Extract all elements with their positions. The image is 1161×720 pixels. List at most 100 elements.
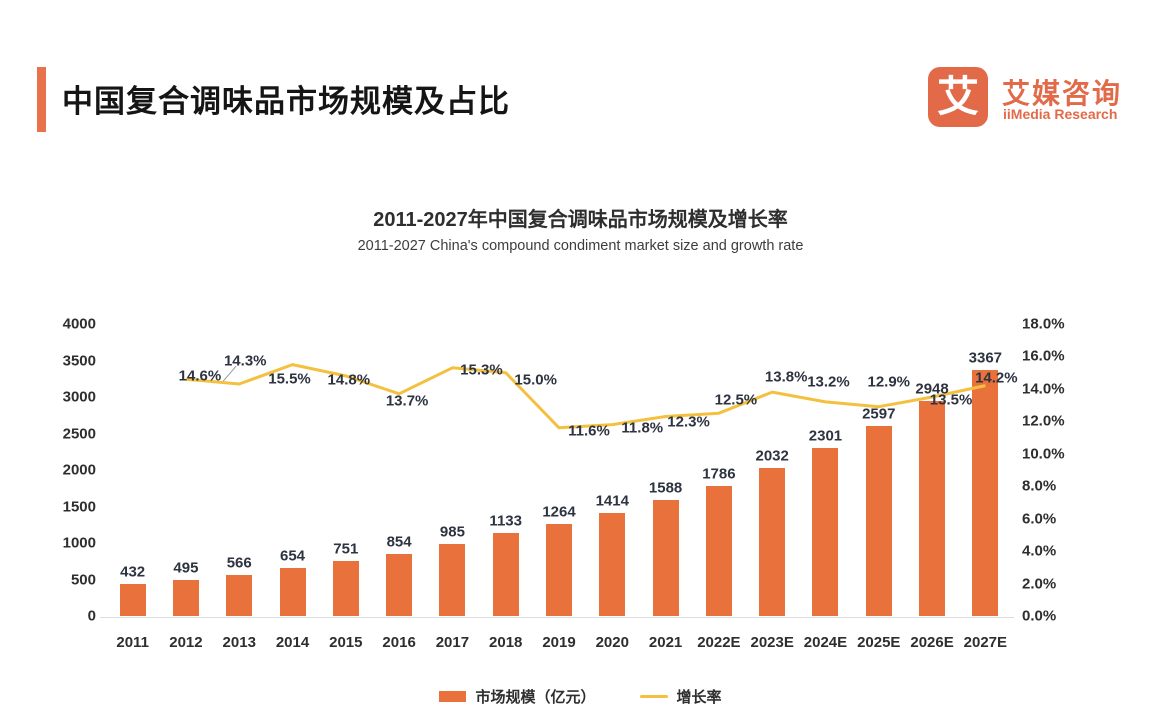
x-axis-tick: 2024E [803, 634, 848, 651]
market-size-bar [386, 553, 413, 616]
market-size-bar [652, 500, 679, 616]
legend-label-growth-rate: 增长率 [676, 689, 722, 706]
bar-value-label: 495 [173, 559, 199, 577]
chart-subtitle: 2011-2027 China's compound condiment mar… [357, 238, 804, 254]
market-size-bar [865, 426, 892, 616]
x-axis-tick: 2017 [435, 634, 470, 651]
logo-glyph: 艾 [936, 73, 979, 120]
legend-item-market-size: 市场规模（亿元） [439, 686, 596, 707]
market-size-bar [705, 485, 732, 616]
market-size-bar [439, 544, 466, 616]
market-size-bar [599, 512, 626, 616]
y-axis-left-tick: 2500 [62, 425, 96, 442]
growth-rate-label: 14.3% [223, 352, 267, 370]
y-axis-right-tick: 10.0% [1022, 445, 1065, 463]
legend-label-market-size: 市场规模（亿元） [475, 689, 596, 706]
growth-rate-label: 13.8% [764, 368, 808, 386]
market-size-bar [226, 574, 253, 616]
y-axis-left-tick: 1000 [62, 534, 96, 552]
y-axis-right-tick: 14.0% [1022, 380, 1065, 398]
y-axis-left-tick: 1500 [62, 498, 96, 515]
chart-title: 2011-2027年中国复合调味品市场规模及增长率 [373, 209, 788, 231]
bar-value-label: 854 [386, 533, 412, 551]
y-axis-right-tick: 12.0% [1022, 412, 1065, 430]
bar-value-label: 1588 [648, 479, 683, 497]
x-axis-tick: 2022E [697, 634, 741, 651]
bar-value-label: 985 [439, 523, 465, 541]
y-axis-right-tick: 16.0% [1022, 347, 1065, 365]
growth-rate-label: 13.5% [929, 391, 973, 409]
y-axis-left-tick: 3500 [62, 352, 96, 369]
market-size-bar [919, 400, 946, 616]
market-size-bar [759, 467, 786, 616]
x-axis-tick: 2027E [963, 634, 1008, 651]
x-axis-line [100, 617, 1014, 618]
bar-value-label: 2032 [755, 447, 789, 465]
growth-rate-label: 11.8% [621, 419, 664, 437]
bar-value-label: 2597 [862, 405, 896, 423]
chart-legend: 市场规模（亿元） 增长率 [0, 686, 1161, 707]
bar-value-label: 566 [226, 554, 252, 572]
growth-rate-label: 14.6% [178, 367, 222, 385]
growth-rate-line [185, 363, 986, 430]
y-axis-right-tick: 4.0% [1022, 542, 1057, 560]
bar-value-label: 654 [280, 547, 306, 565]
market-size-bar [812, 448, 839, 616]
bar-value-label: 1133 [489, 512, 522, 530]
market-size-bar [279, 568, 306, 616]
bar-value-label: 1264 [542, 503, 576, 521]
y-axis-left-tick: 4000 [62, 315, 96, 333]
market-size-bar [119, 584, 146, 616]
growth-rate-label: 12.5% [714, 391, 758, 409]
logo-name-cn: 艾媒咨询 [1002, 78, 1123, 109]
bar-value-label: 2301 [808, 427, 843, 445]
x-axis-tick: 2019 [542, 634, 576, 651]
bar-value-label: 1414 [595, 492, 629, 510]
y-axis-left-tick: 3000 [62, 388, 96, 406]
market-size-bar [546, 523, 572, 616]
x-axis-tick: 2020 [595, 634, 629, 651]
growth-rate-label: 14.8% [327, 371, 371, 389]
growth-rate-label: 14.2% [975, 369, 1018, 387]
y-axis-right-tick: 0.0% [1022, 607, 1057, 625]
y-axis-left-tick: 0 [87, 607, 96, 625]
page-title: 中国复合调味品市场规模及占比 [62, 84, 510, 119]
y-axis-left-tick: 2000 [62, 461, 96, 479]
bar-value-label: 2948 [915, 380, 949, 398]
bar-value-label: 432 [120, 563, 146, 581]
bar-value-label: 751 [333, 540, 359, 558]
growth-rate-label: 12.3% [667, 413, 710, 431]
y-axis-right-tick: 18.0% [1022, 315, 1065, 333]
x-axis-tick: 2025E [857, 634, 901, 651]
x-axis-tick: 2018 [489, 634, 523, 651]
bar-value-label: 1786 [702, 465, 736, 483]
x-axis-tick: 2026E [910, 634, 954, 651]
iimedia-logo: 艾 艾媒咨询 iiMedia Research [928, 64, 1143, 134]
x-axis-tick: 2012 [169, 634, 203, 651]
iimedia-logo-icon: 艾 [928, 67, 988, 127]
market-size-bar [972, 370, 999, 616]
title-accent-bar [37, 67, 46, 132]
growth-rate-label: 12.9% [867, 373, 911, 391]
x-axis-tick: 2011 [116, 634, 149, 651]
growth-rate-label: 15.3% [460, 361, 503, 379]
x-axis-tick: 2014 [275, 634, 310, 651]
market-size-bar [172, 579, 199, 616]
y-axis-left-tick: 500 [70, 571, 96, 588]
x-axis-tick: 2023E [750, 634, 794, 651]
y-axis-right-tick: 8.0% [1022, 477, 1057, 495]
x-axis-tick: 2021 [648, 634, 683, 651]
y-axis-right-tick: 2.0% [1022, 575, 1057, 593]
x-axis-tick: 2015 [329, 634, 363, 651]
market-size-bar [332, 561, 359, 616]
x-axis-tick: 2013 [222, 634, 256, 651]
growth-rate-label: 15.0% [514, 371, 557, 389]
y-axis-right-tick: 6.0% [1022, 510, 1057, 528]
growth-rate-label: 13.2% [807, 373, 850, 391]
logo-name-en: iiMedia Research [1003, 106, 1118, 122]
legend-item-growth-rate: 增长率 [639, 686, 722, 707]
growth-rate-label: 15.5% [268, 370, 311, 388]
